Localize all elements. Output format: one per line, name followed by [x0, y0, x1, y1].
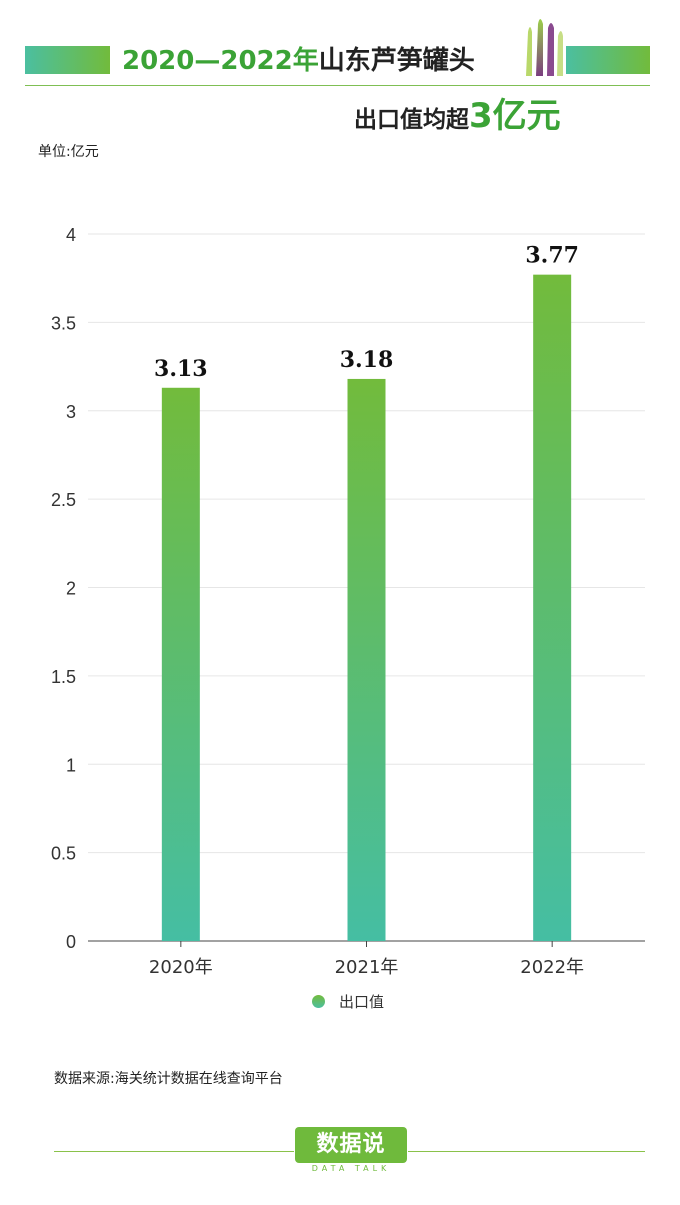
- data-source: 数据来源:海关统计数据在线查询平台: [54, 1071, 283, 1087]
- legend-marker: [312, 995, 325, 1008]
- subtitle-highlight: 3亿元: [469, 96, 561, 136]
- chart-subtitle: 出口值均超3亿元: [354, 96, 561, 140]
- y-tick-label: 1.5: [51, 667, 76, 687]
- y-tick-label: 3: [66, 402, 76, 422]
- bar-2020年: [161, 387, 200, 942]
- x-tick-label: 2021年: [335, 957, 399, 978]
- brand-tagline: DATA TALK: [311, 1164, 391, 1173]
- asparagus-icon: [526, 19, 563, 76]
- x-tick-label: 2022年: [520, 957, 584, 978]
- title-years: 2020—2022年: [122, 46, 319, 76]
- subtitle-prefix: 出口值均超: [354, 107, 469, 133]
- y-tick-label: 1: [66, 755, 76, 775]
- brand-logo: 数据说: [295, 1127, 407, 1163]
- legend: 出口值: [312, 991, 384, 1012]
- title-decoration-right: [566, 46, 650, 74]
- y-tick-label: 2: [66, 579, 76, 599]
- title-underline: [25, 85, 650, 86]
- y-tick-label: 4: [66, 225, 76, 245]
- bar-chart: 0 0.5 1 1.5 2 2.5 3 3.5 4 3.13 2020年 3.18 2021年 3.77…: [51, 225, 645, 978]
- y-tick-label: 0: [66, 932, 76, 952]
- data-label: 3.13: [154, 356, 208, 382]
- footer-divider-left: [54, 1151, 294, 1152]
- bar-2021年: [347, 378, 386, 941]
- title-rest: 山东芦笋罐头: [318, 46, 475, 76]
- title-decoration-left: [25, 46, 110, 74]
- y-tick-label: 0.5: [51, 844, 76, 864]
- data-label: 3.18: [340, 347, 394, 373]
- legend-label: 出口值: [339, 993, 385, 1011]
- unit-label: 单位:亿元: [38, 144, 99, 160]
- y-tick-label: 3.5: [51, 313, 76, 333]
- y-tick-label: 2.5: [51, 490, 76, 510]
- data-label: 3.77: [525, 243, 579, 269]
- footer-divider-right: [408, 1151, 645, 1152]
- bar-2022年: [533, 274, 572, 942]
- x-tick-label: 2020年: [149, 957, 213, 978]
- chart-title: 2020—2022年山东芦笋罐头: [122, 44, 475, 78]
